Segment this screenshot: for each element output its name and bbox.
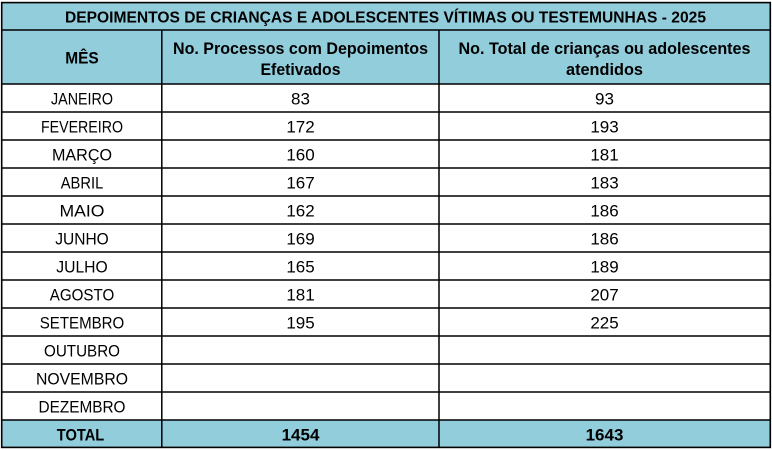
svg-text:189: 189 [590,258,618,277]
svg-text:atendidos: atendidos [566,60,643,79]
svg-text:JUNHO: JUNHO [55,230,109,249]
svg-text:169: 169 [286,230,314,249]
svg-text:195: 195 [286,314,314,333]
svg-text:Efetivados: Efetivados [261,60,341,79]
svg-text:JULHO: JULHO [56,258,108,277]
svg-text:TOTAL: TOTAL [57,425,105,444]
svg-text:FEVEREIRO: FEVEREIRO [41,118,123,137]
svg-text:OUTUBRO: OUTUBRO [44,342,120,361]
svg-text:165: 165 [286,258,314,277]
svg-text:MARÇO: MARÇO [52,146,112,165]
svg-text:186: 186 [590,202,618,221]
svg-text:167: 167 [286,174,314,193]
svg-text:183: 183 [590,174,618,193]
svg-text:JANEIRO: JANEIRO [51,90,113,109]
svg-text:93: 93 [595,90,614,109]
svg-text:181: 181 [286,286,314,305]
svg-text:160: 160 [286,146,314,165]
svg-text:NOVEMBRO: NOVEMBRO [36,370,128,389]
svg-text:MAIO: MAIO [60,202,105,221]
svg-text:207: 207 [590,286,618,305]
svg-text:162: 162 [286,202,314,221]
svg-text:1643: 1643 [586,425,624,444]
svg-text:172: 172 [286,118,314,137]
svg-text:DEZEMBRO: DEZEMBRO [39,398,126,417]
svg-text:No. Processos com Depoimentos: No. Processos com Depoimentos [173,39,428,58]
svg-text:MÊS: MÊS [65,49,99,68]
svg-text:AGOSTO: AGOSTO [50,286,115,305]
svg-text:SETEMBRO: SETEMBRO [40,314,125,333]
svg-text:No. Total de crianças ou adole: No. Total de crianças ou adolescentes [459,39,751,58]
svg-text:DEPOIMENTOS DE CRIANÇAS E ADOL: DEPOIMENTOS DE CRIANÇAS E ADOLESCENTES V… [65,8,706,27]
svg-text:181: 181 [590,146,618,165]
svg-text:193: 193 [590,118,618,137]
svg-text:83: 83 [291,90,310,109]
svg-text:225: 225 [590,314,618,333]
svg-text:ABRIL: ABRIL [61,174,104,193]
svg-text:186: 186 [590,230,618,249]
svg-text:1454: 1454 [282,425,320,444]
